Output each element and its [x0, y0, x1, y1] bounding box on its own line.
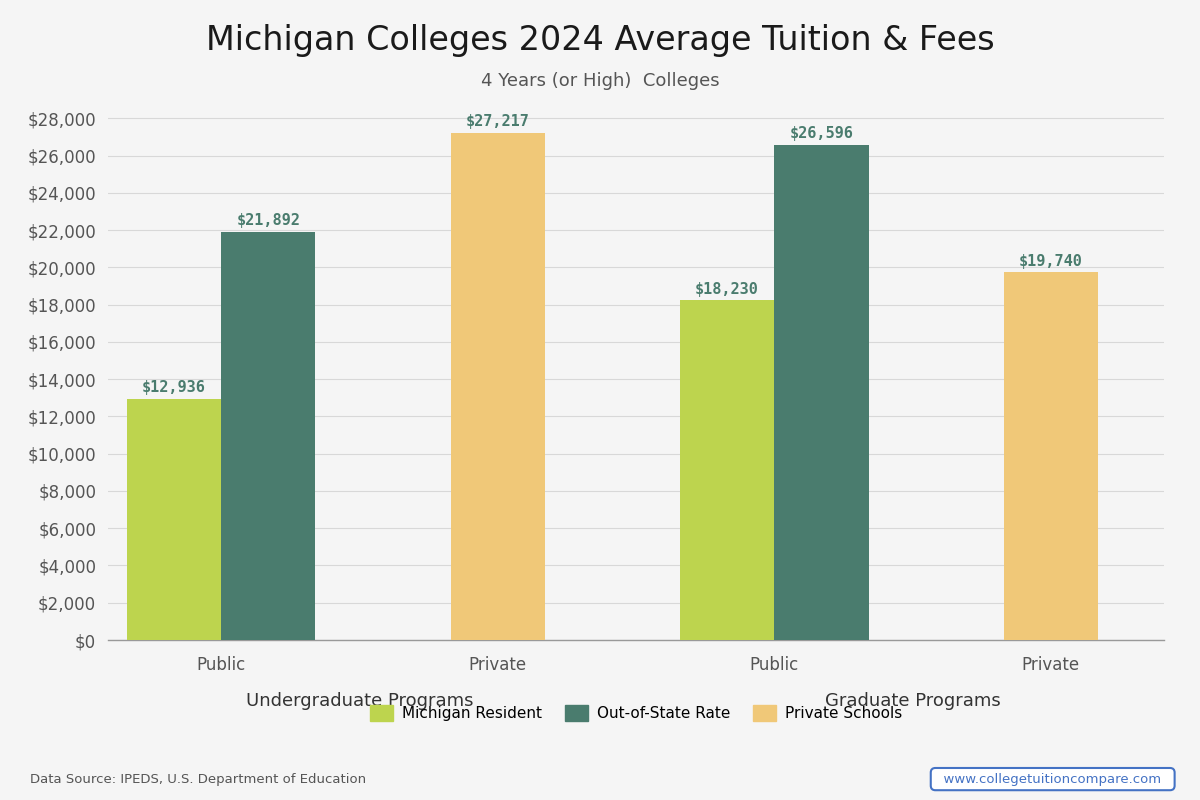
Bar [1003, 272, 1098, 640]
Bar [774, 145, 869, 640]
Text: $21,892: $21,892 [236, 214, 300, 229]
Text: $19,740: $19,740 [1019, 254, 1082, 269]
Text: www.collegetuitioncompare.com: www.collegetuitioncompare.com [935, 773, 1170, 786]
Text: $27,217: $27,217 [466, 114, 529, 130]
Text: $26,596: $26,596 [790, 126, 853, 141]
Bar [221, 232, 316, 640]
Text: Michigan Colleges 2024 Average Tuition & Fees: Michigan Colleges 2024 Average Tuition &… [205, 24, 995, 57]
Bar [450, 133, 545, 640]
Text: Data Source: IPEDS, U.S. Department of Education: Data Source: IPEDS, U.S. Department of E… [30, 773, 366, 786]
Text: $12,936: $12,936 [142, 380, 206, 395]
Text: Undergraduate Programs: Undergraduate Programs [246, 692, 473, 710]
Text: $18,230: $18,230 [695, 282, 760, 297]
Legend: Michigan Resident, Out-of-State Rate, Private Schools: Michigan Resident, Out-of-State Rate, Pr… [364, 699, 908, 727]
Text: Graduate Programs: Graduate Programs [824, 692, 1001, 710]
Bar [680, 300, 774, 640]
Bar [127, 399, 221, 640]
Text: 4 Years (or High)  Colleges: 4 Years (or High) Colleges [481, 72, 719, 90]
